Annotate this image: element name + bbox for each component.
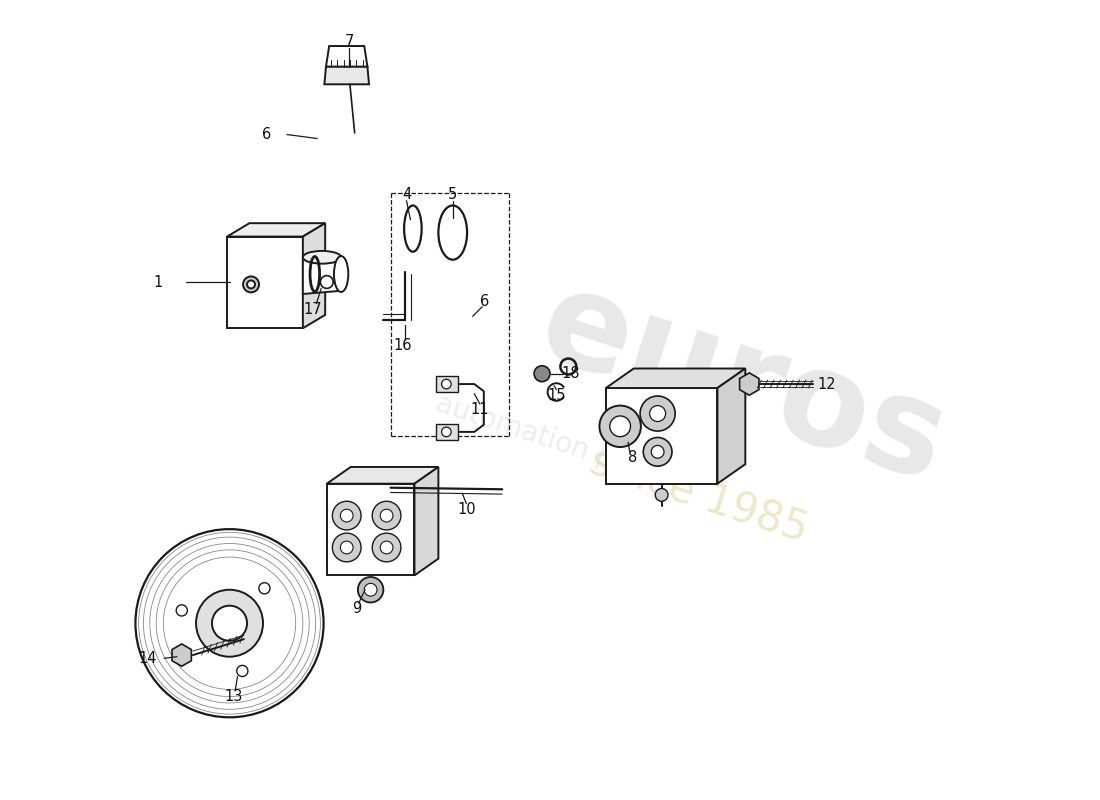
Ellipse shape xyxy=(334,256,349,292)
Circle shape xyxy=(609,416,630,437)
Polygon shape xyxy=(739,373,759,395)
Polygon shape xyxy=(606,369,746,388)
Circle shape xyxy=(381,541,393,554)
Circle shape xyxy=(651,446,664,458)
Circle shape xyxy=(320,276,333,288)
Text: 6: 6 xyxy=(263,127,272,142)
Circle shape xyxy=(212,606,248,641)
Text: 13: 13 xyxy=(224,689,243,704)
Polygon shape xyxy=(302,223,326,328)
Circle shape xyxy=(236,666,248,677)
Ellipse shape xyxy=(302,251,341,264)
Polygon shape xyxy=(326,46,367,66)
Polygon shape xyxy=(436,424,459,440)
Circle shape xyxy=(650,406,666,422)
Text: 9: 9 xyxy=(352,602,362,616)
Polygon shape xyxy=(436,376,459,392)
Circle shape xyxy=(535,366,550,382)
Text: 6: 6 xyxy=(480,294,490,309)
Circle shape xyxy=(340,541,353,554)
Text: 17: 17 xyxy=(304,302,322,317)
Polygon shape xyxy=(172,644,191,666)
Circle shape xyxy=(364,583,377,596)
Polygon shape xyxy=(324,66,369,84)
Circle shape xyxy=(441,379,451,389)
Polygon shape xyxy=(327,467,439,484)
Text: 4: 4 xyxy=(402,187,411,202)
Circle shape xyxy=(243,277,258,292)
Circle shape xyxy=(372,502,400,530)
Circle shape xyxy=(332,533,361,562)
Circle shape xyxy=(332,502,361,530)
Polygon shape xyxy=(606,388,717,484)
Text: 5: 5 xyxy=(448,187,458,202)
Circle shape xyxy=(358,577,384,602)
Circle shape xyxy=(176,605,187,616)
Circle shape xyxy=(340,510,353,522)
Text: automation parts: automation parts xyxy=(431,390,669,490)
Circle shape xyxy=(248,281,255,288)
Polygon shape xyxy=(717,369,746,484)
Circle shape xyxy=(441,427,451,437)
Polygon shape xyxy=(415,467,439,575)
Circle shape xyxy=(135,529,323,718)
Circle shape xyxy=(656,489,668,502)
Polygon shape xyxy=(327,484,415,575)
Text: 16: 16 xyxy=(394,338,411,354)
Circle shape xyxy=(644,438,672,466)
Polygon shape xyxy=(227,223,326,237)
Text: 15: 15 xyxy=(547,388,565,402)
Polygon shape xyxy=(227,237,302,328)
Circle shape xyxy=(372,533,400,562)
Polygon shape xyxy=(302,257,341,294)
Text: since 1985: since 1985 xyxy=(584,441,814,550)
Circle shape xyxy=(196,590,263,657)
Text: 14: 14 xyxy=(139,650,156,666)
Text: 12: 12 xyxy=(817,377,836,391)
Text: 8: 8 xyxy=(628,450,638,465)
Circle shape xyxy=(640,396,675,431)
Text: 10: 10 xyxy=(456,502,475,517)
Text: 18: 18 xyxy=(561,366,580,381)
Text: 7: 7 xyxy=(344,34,354,49)
Circle shape xyxy=(258,582,270,594)
Text: euros: euros xyxy=(525,259,961,509)
Text: 1: 1 xyxy=(153,274,163,290)
Circle shape xyxy=(600,406,641,447)
Text: 11: 11 xyxy=(471,402,490,417)
Circle shape xyxy=(381,510,393,522)
